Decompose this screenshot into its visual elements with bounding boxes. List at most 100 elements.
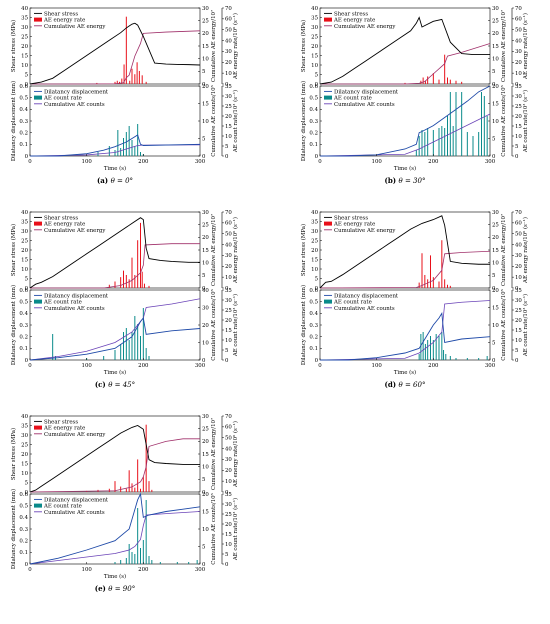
panel-4-bottom-ylabel-right1: Cumulative AE counts/10⁵ [210, 493, 217, 564]
panel-1-bottom-right2-tick-label: 0 [515, 154, 519, 160]
panel-4-bottom-left-tick-label: 0.1 [19, 550, 28, 556]
panel-3-top-left-tick-label: 30 [311, 229, 318, 235]
panel-1-bottom-right1-tick-label: 5 [492, 136, 496, 142]
panel-0-bottom-left-tick-label: 0.2 [19, 130, 28, 136]
panel-3-bottom-ylabel-right1: Cumulative AE counts/10⁵ [500, 289, 507, 360]
panel-0-bottom-left-tick-label: 0.5 [19, 95, 28, 101]
panel-3-top-right2-tick-label: 10 [515, 275, 522, 281]
panel-3-top-right2-tick-label: 20 [515, 264, 522, 270]
panel-3-top-left-tick-label: 35 [311, 219, 318, 225]
panel-0-bottom-right2-tick-label: 35 [225, 84, 232, 90]
panel-1-bottom-right2-tick-label: 25 [515, 104, 522, 110]
panel-2-top-legend-label: Cumulative AE energy [44, 228, 106, 234]
panel-0-top-left-tick-label: 5 [25, 72, 29, 78]
panel-2-bottom-ylabel-left: Dilatancy displacement (mm) [10, 285, 17, 365]
panel-0-cumulative-ae-energy-line [30, 30, 201, 85]
panel-4-top-right2-tick-label: 40 [225, 446, 232, 452]
panel-3-bottom-right1-tick-label: 15 [492, 305, 499, 311]
panel-3-bottom-right2-tick-label: 15 [515, 328, 522, 334]
panel-1-top-right1-tick-label: 15 [492, 44, 499, 50]
panel-4-bottom-right1-tick-label: 20 [202, 492, 209, 498]
panel-0-top-right2-tick-label: 60 [225, 17, 232, 23]
panel-2-shear-stress-line [29, 217, 200, 289]
panel-2-top-legend-swatch [34, 221, 42, 226]
panel-3-bottom-legend-label: AE count rate [333, 300, 372, 306]
panel-3-top-left-tick-label: 25 [311, 238, 318, 244]
chart-panel-4: 0510152025303540051015202530010203040506… [10, 414, 239, 593]
panel-2-top-right2-tick-label: 30 [225, 253, 232, 259]
panel-0-bottom-left-tick-label: 0.1 [19, 142, 28, 148]
panel-2-top-right1-tick-label: 5 [202, 273, 206, 279]
panel-4-x-tick-label: 100 [82, 567, 93, 573]
panel-0-top-right1-tick-label: 15 [202, 44, 209, 50]
panel-1-top-right1-tick-label: 30 [492, 6, 499, 12]
panel-1-top-legend-swatch [324, 17, 332, 22]
panel-3-cumulative-ae-counts-line [319, 300, 491, 361]
panel-2-top-right1-tick-label: 15 [202, 248, 209, 254]
panel-0-bottom-right2-tick-label: 0 [225, 154, 229, 160]
panel-3-caption: (d) θ = 60° [385, 380, 426, 389]
panel-2-top-left-tick-label: 35 [21, 219, 28, 225]
panel-1-top-right2-tick-label: 50 [515, 28, 522, 34]
panel-2-caption-prefix: (c) [95, 380, 108, 389]
panel-3-bottom-right2-tick-label: 20 [515, 318, 522, 324]
panel-0-top-right1-tick-label: 10 [202, 56, 209, 62]
panel-1-top-left-tick-label: 35 [311, 15, 318, 21]
panel-3-bottom-right2-tick-label: 0 [515, 358, 519, 364]
panel-4-bottom-left-tick-label: 0.3 [19, 527, 28, 533]
panel-2-top-right1-tick-label: 0 [202, 286, 206, 292]
panel-3-caption-theta: θ = 60° [399, 381, 426, 389]
panel-1-bottom-left-tick-label: 0.5 [309, 95, 318, 101]
panel-1-top-legend-label: Cumulative AE energy [334, 24, 396, 30]
panel-2-bottom-ylabel-right2: AE count rate/10³ (s⁻¹) [232, 294, 239, 357]
panel-4-top-right2-tick-label: 0 [225, 490, 229, 496]
panel-1-top-left-tick-label: 20 [311, 44, 318, 50]
panel-1-top-right2-tick-label: 40 [515, 38, 522, 44]
panel-1-top-right1-tick-label: 10 [492, 56, 499, 62]
panel-2-bottom-left-tick-label: 0.2 [19, 334, 28, 340]
panel-1-cumulative-ae-counts-line [319, 113, 491, 157]
panel-2-top-right2-tick-label: 10 [225, 275, 232, 281]
panel-2-top-left-tick-label: 5 [25, 276, 29, 282]
panel-4-xlabel: Time (s) [104, 573, 126, 580]
panel-0-top-right1-tick-label: 30 [202, 6, 209, 12]
panel-0-top-left-tick-label: 15 [21, 53, 28, 59]
panel-3-top-legend-label: Shear stress [334, 215, 368, 221]
panel-3-top-ylabel-left: Shear stress (MPa) [300, 224, 307, 276]
panel-2-bottom-right2-tick-label: 10 [225, 338, 232, 344]
panel-0-top-right2-tick-label: 50 [225, 28, 232, 34]
panel-4-top-ylabel-left: Shear stress (MPa) [10, 428, 17, 480]
panel-3-bottom-legend-label: Cumulative AE counts [334, 306, 395, 312]
panel-1-bottom-right2-tick-label: 35 [515, 84, 522, 90]
panel-1-x-tick-label: 300 [485, 159, 496, 165]
panel-1-x-tick-label: 0 [318, 159, 322, 165]
panel-4-x-tick-label: 200 [138, 567, 149, 573]
panel-4-top-right1-tick-label: 15 [202, 452, 209, 458]
panel-0-bottom-right1-tick-label: 15 [202, 101, 209, 107]
panel-2-top-left-tick-label: 25 [21, 238, 28, 244]
panel-1-bottom-ylabel-right2: AE count rate/10³ (s⁻¹) [522, 90, 529, 153]
panel-2-caption-theta: θ = 45° [108, 381, 135, 389]
panel-4-bottom-right1-tick-label: 10 [202, 527, 209, 533]
panel-2-caption: (c) θ = 45° [95, 380, 135, 389]
panel-3-bottom-right2-tick-label: 5 [515, 348, 519, 354]
panel-3-top-legend-label: Cumulative AE energy [334, 228, 396, 234]
chart-panel-1: 0510152025303540051015202530010203040506… [300, 6, 529, 185]
panel-0-top-right1-tick-label: 5 [202, 69, 206, 75]
panel-3-bottom-right2-tick-label: 30 [515, 298, 522, 304]
panel-4-bottom-right2-tick-label: 10 [225, 542, 232, 548]
panel-0-x-tick-label: 0 [28, 159, 32, 165]
panel-3-top-right1-tick-label: 15 [492, 248, 499, 254]
panel-4-top-right1-tick-label: 20 [202, 439, 209, 445]
panel-0-bottom-ylabel-right2: AE count rate/10³ (s⁻¹) [232, 90, 239, 153]
panel-0-bottom-left-tick-label: 0.4 [19, 107, 28, 113]
panel-1-top-right2-tick-label: 30 [515, 49, 522, 55]
panel-1-bottom-legend-label: Cumulative AE counts [334, 102, 395, 108]
panel-3-cumulative-ae-energy-line [319, 250, 491, 289]
panel-3-top-right2-tick-label: 70 [515, 210, 522, 216]
panel-4-x-tick-label: 0 [28, 567, 32, 573]
panel-2-bottom-right2-tick-label: 25 [225, 308, 232, 314]
panel-0-top-right1-tick-label: 25 [202, 18, 209, 24]
panel-2-dilatancy-line [29, 316, 201, 361]
